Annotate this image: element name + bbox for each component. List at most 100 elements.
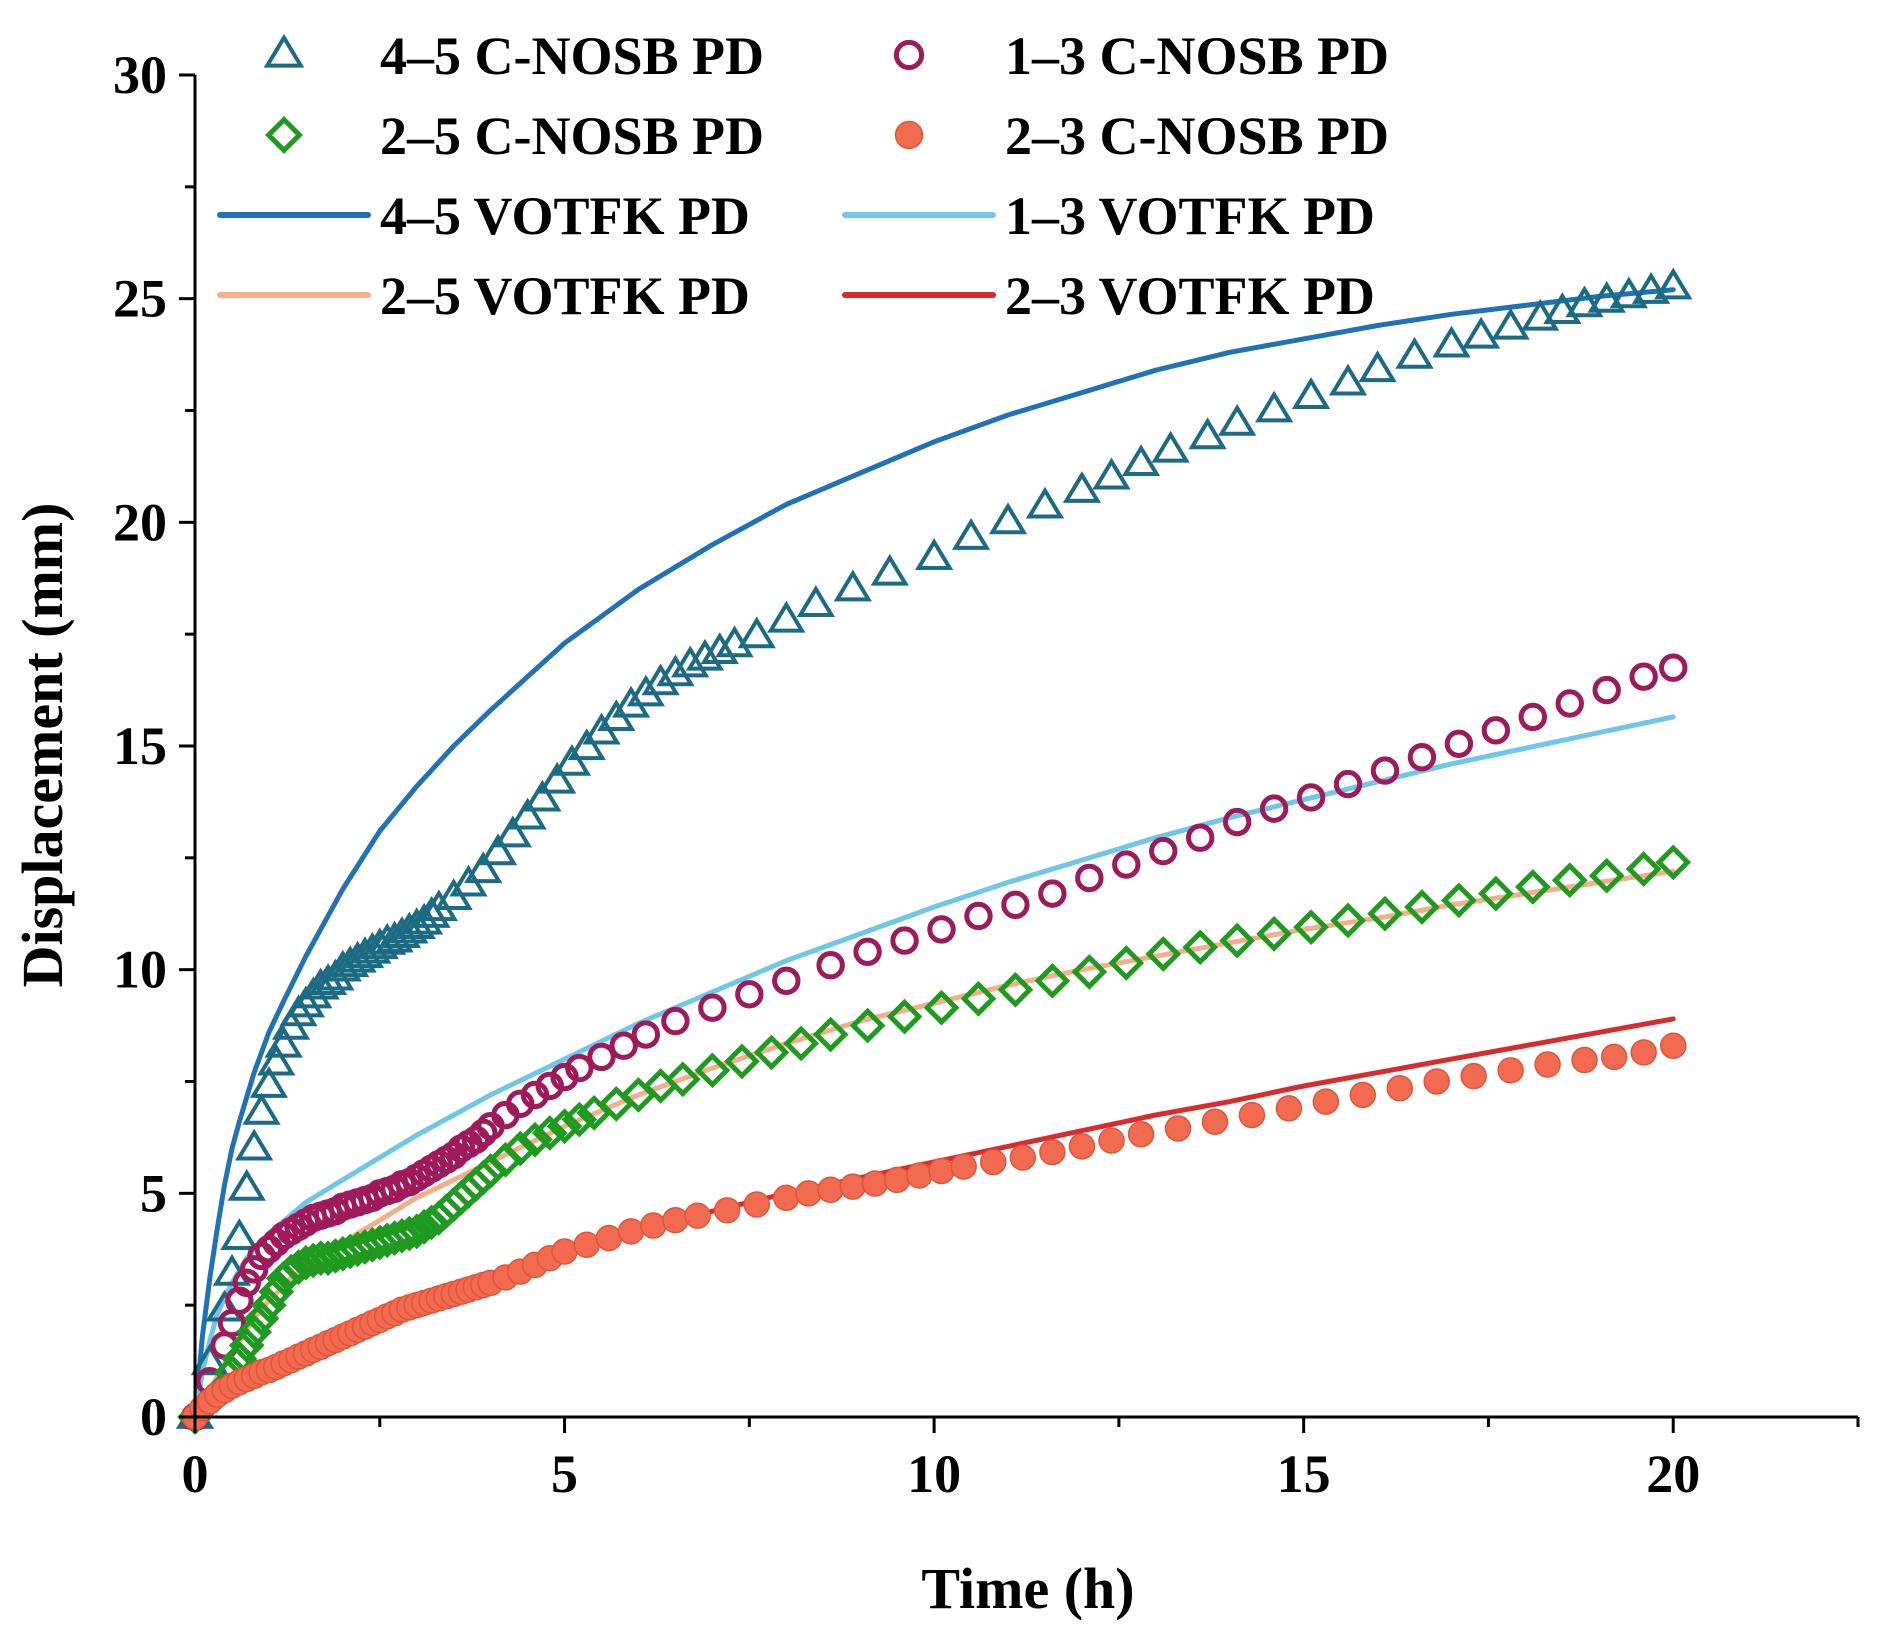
4-5-c-nosb-pd-point xyxy=(1358,350,1397,383)
2-3-c-nosb-pd-point xyxy=(1349,1081,1377,1109)
1-3-c-nosb-pd-point xyxy=(609,1031,638,1060)
2-5-c-nosb-pd-point xyxy=(724,1043,760,1080)
2-5-c-nosb-pd-point xyxy=(997,971,1034,1008)
2-3-c-nosb-pd-point xyxy=(795,1180,822,1207)
2-5-c-nosb-pd-point xyxy=(694,1052,731,1089)
legend-label-1-3-c-nosb-pd: 1–3 C-NOSB PD xyxy=(1005,26,1389,86)
2-3-c-nosb-pd-point xyxy=(713,1197,741,1224)
legend-swatch-4-5-c-nosb-pd xyxy=(263,33,305,68)
2-3-c-nosb-pd-point xyxy=(817,1176,844,1203)
2-5-c-nosb-pd-point xyxy=(391,1215,428,1252)
x-tick-label: 5 xyxy=(551,1444,578,1504)
2-3-c-nosb-pd-point xyxy=(1098,1127,1125,1154)
2-3-c-nosb-pd-point xyxy=(1423,1068,1450,1095)
4-5-c-nosb-pd-point xyxy=(1218,403,1257,436)
2-3-c-nosb-pd-point xyxy=(883,1166,911,1194)
2-3-c-nosb-pd-point xyxy=(551,1238,578,1265)
legend-label-4-5-c-nosb-pd: 4–5 C-NOSB PD xyxy=(380,26,764,86)
4-5-c-nosb-pd-point xyxy=(1254,390,1294,423)
2-5-c-nosb-pd-point xyxy=(783,1025,819,1062)
2-5-c-nosb-pd-point xyxy=(664,1061,701,1098)
2-3-c-nosb-pd-point xyxy=(1460,1062,1487,1090)
2-5-votfk-pd-line xyxy=(192,868,1676,1420)
4-5-c-nosb-pd-point xyxy=(656,654,695,687)
2-3-c-nosb-pd-point xyxy=(1275,1095,1303,1122)
1-3-c-nosb-pd-point xyxy=(661,1006,690,1036)
y-tick-label: 10 xyxy=(113,940,167,1000)
chart-legend: 4–5 C-NOSB PD 1–3 C-NOSB PD 2–5 C-NOSB PD 2… xyxy=(217,26,1389,326)
2-3-c-nosb-pd-point xyxy=(1201,1108,1229,1135)
4-5-c-nosb-pd-point xyxy=(914,538,954,570)
y-tick-label: 0 xyxy=(140,1387,167,1447)
1-3-c-nosb-pd-point xyxy=(1038,879,1067,908)
2-3-c-nosb-pd-point xyxy=(1068,1133,1096,1160)
4-5-c-nosb-pd-point xyxy=(671,645,710,678)
4-5-c-nosb-pd-point xyxy=(1432,325,1471,358)
2-3-c-nosb-pd-point xyxy=(640,1212,667,1239)
2-5-c-nosb-pd-point xyxy=(517,1121,553,1158)
1-3-c-nosb-pd-point xyxy=(587,1042,616,1072)
2-5-c-nosb-pd-point xyxy=(561,1101,598,1138)
2-3-c-nosb-pd-point xyxy=(928,1157,955,1185)
1-3-c-nosb-pd-point xyxy=(1370,756,1400,785)
2-5-c-nosb-pd-point xyxy=(960,980,997,1017)
2-5-c-nosb-pd-point xyxy=(1655,844,1692,881)
4-5-c-nosb-pd-point xyxy=(478,833,518,866)
4-5-c-nosb-pd-point xyxy=(390,911,429,944)
4-5-c-nosb-pd-point xyxy=(538,761,577,794)
2-3-c-nosb-pd-point xyxy=(1600,1043,1628,1071)
2-5-c-nosb-pd-point xyxy=(753,1034,790,1071)
4-5-c-nosb-pd-point xyxy=(1395,336,1434,369)
2-3-c-nosb-pd-point xyxy=(980,1148,1007,1176)
4-5-c-nosb-pd-point xyxy=(796,585,835,617)
1-3-c-nosb-pd-point xyxy=(1659,653,1688,682)
2-5-c-nosb-pd-point xyxy=(1145,936,1182,972)
4-5-c-nosb-pd-point xyxy=(242,1092,281,1125)
2-5-c-nosb-pd-point xyxy=(923,989,960,1026)
4-5-c-nosb-pd-point xyxy=(1521,298,1560,331)
4-5-c-nosb-pd-point xyxy=(1291,377,1331,409)
2-3-c-nosb-pd-point xyxy=(573,1231,600,1259)
y-axis-title: Displacement (mm) xyxy=(10,503,75,988)
2-3-c-nosb-pd-point xyxy=(773,1184,800,1212)
4-5-c-nosb-pd-point xyxy=(412,896,451,928)
2-5-c-nosb-pd-point xyxy=(1588,857,1625,894)
x-tick-label: 15 xyxy=(1277,1444,1331,1504)
2-5-c-nosb-pd-point xyxy=(886,998,923,1035)
x-tick-label: 0 xyxy=(182,1444,209,1504)
2-5-c-nosb-pd-point xyxy=(546,1108,583,1145)
2-5-c-nosb-pd-point xyxy=(1219,922,1255,959)
2-3-c-nosb-pd-point xyxy=(1534,1051,1561,1078)
legend-label-2-3-votfk-pd: 2–3 VOTFK PD xyxy=(1005,266,1375,326)
2-3-c-nosb-pd-point xyxy=(595,1224,623,1252)
4-5-c-nosb-pd-point xyxy=(190,1343,229,1376)
2-3-c-nosb-pd-point xyxy=(1312,1088,1340,1115)
2-3-c-nosb-pd-point xyxy=(1238,1101,1266,1129)
1-3-c-nosb-pd-point xyxy=(1001,890,1030,920)
1-3-c-nosb-pd-point xyxy=(735,980,764,1009)
1-3-c-nosb-pd-point xyxy=(1629,662,1658,691)
1-3-c-nosb-pd-point xyxy=(1222,807,1252,837)
2-5-c-nosb-pd-point xyxy=(1441,882,1477,919)
4-5-c-nosb-pd-point xyxy=(833,569,872,602)
chart-axes: 0 5 10 15 20 0 5 10 15 20 25 30 xyxy=(113,45,1860,1504)
1-3-c-nosb-pd-point xyxy=(1149,836,1178,866)
4-5-c-nosb-pd-point xyxy=(264,1025,303,1058)
4-5-c-nosb-pd-point xyxy=(227,1168,266,1201)
4-5-c-nosb-pd-point xyxy=(1609,276,1649,309)
1-3-c-nosb-pd-point xyxy=(1407,742,1437,772)
2-5-c-nosb-pd-point xyxy=(502,1130,539,1167)
4-5-c-nosb-pd-point xyxy=(249,1066,289,1098)
4-5-c-nosb-pd-point xyxy=(1328,363,1368,396)
4-5-c-nosb-pd-point xyxy=(1654,267,1693,300)
4-5-c-nosb-pd-point xyxy=(1631,272,1671,304)
2-3-c-nosb-pd-point xyxy=(1039,1138,1066,1166)
legend-swatch-2-3-c-nosb-pd xyxy=(894,120,924,150)
legend-label-2-5-votfk-pd: 2–5 VOTFK PD xyxy=(380,266,750,326)
1-3-c-nosb-pd-point xyxy=(1555,689,1584,718)
4-5-c-nosb-pd-point xyxy=(234,1128,274,1161)
y-tick-label: 20 xyxy=(113,492,167,552)
1-3-c-nosb-pd-point xyxy=(1259,794,1289,823)
4-5-c-nosb-pd-point xyxy=(464,851,503,884)
